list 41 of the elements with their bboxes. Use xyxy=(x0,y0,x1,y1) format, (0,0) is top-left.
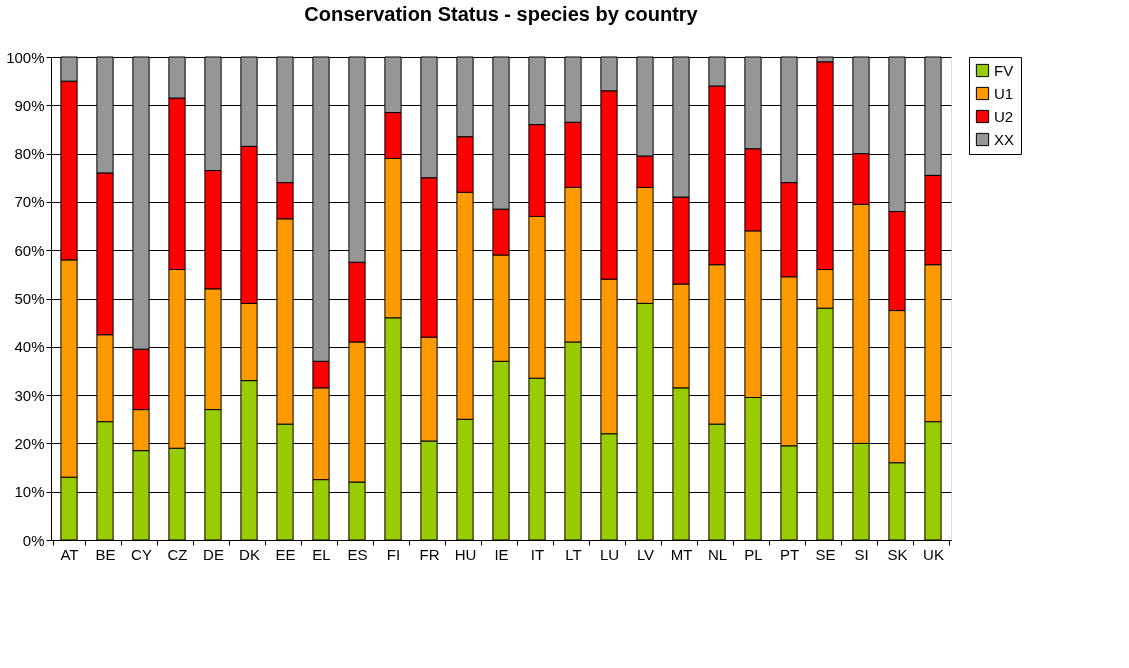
legend-label: XX xyxy=(994,130,1015,148)
x-tick-label: DE xyxy=(203,545,224,563)
y-tick-label: 30% xyxy=(14,386,45,404)
x-tick-label: NL xyxy=(707,545,728,563)
x-tick-label: EL xyxy=(312,545,331,563)
x-tick-label: FR xyxy=(419,545,440,563)
y-tick-label: 70% xyxy=(14,193,45,211)
x-tick-label: HU xyxy=(454,545,477,563)
y-tick-label: 80% xyxy=(14,145,45,163)
y-tick-label: 60% xyxy=(14,241,45,259)
y-tick-label: 50% xyxy=(14,290,45,307)
legend-label: FV xyxy=(994,61,1014,79)
x-tick-label: IE xyxy=(494,545,509,563)
legend-label: U2 xyxy=(994,107,1014,125)
chart-title: Conservation Status - species by country xyxy=(304,3,699,25)
x-tick-label: LV xyxy=(636,545,655,563)
y-tick-label: 40% xyxy=(14,338,45,356)
y-tick-label: 100% xyxy=(6,48,45,66)
y-tick-label: 10% xyxy=(14,483,45,501)
legend-label: U1 xyxy=(994,84,1014,102)
x-tick-label: ES xyxy=(347,545,368,563)
y-tick-label: 90% xyxy=(14,96,45,114)
x-tick-label: CY xyxy=(131,545,152,563)
x-tick-label: FI xyxy=(386,545,401,563)
y-tick-label: 20% xyxy=(14,434,45,452)
x-tick-label: EE xyxy=(275,545,296,563)
x-tick-label: AT xyxy=(60,545,79,563)
y-tick-label: 0% xyxy=(22,531,45,549)
x-tick-label: DK xyxy=(239,545,260,563)
x-tick-label: PL xyxy=(744,545,763,563)
x-tick-label: BE xyxy=(95,545,116,563)
x-tick-label: MT xyxy=(670,545,693,563)
x-tick-label: LT xyxy=(565,545,582,563)
x-tick-label: IT xyxy=(530,545,545,563)
x-tick-label: PT xyxy=(779,545,800,563)
x-tick-label: CZ xyxy=(167,545,188,563)
x-tick-label: SI xyxy=(854,545,869,563)
x-tick-label: LU xyxy=(599,545,620,563)
x-tick-label: UK xyxy=(923,545,944,563)
x-tick-label: SE xyxy=(815,545,836,563)
x-tick-label: SK xyxy=(887,545,908,563)
